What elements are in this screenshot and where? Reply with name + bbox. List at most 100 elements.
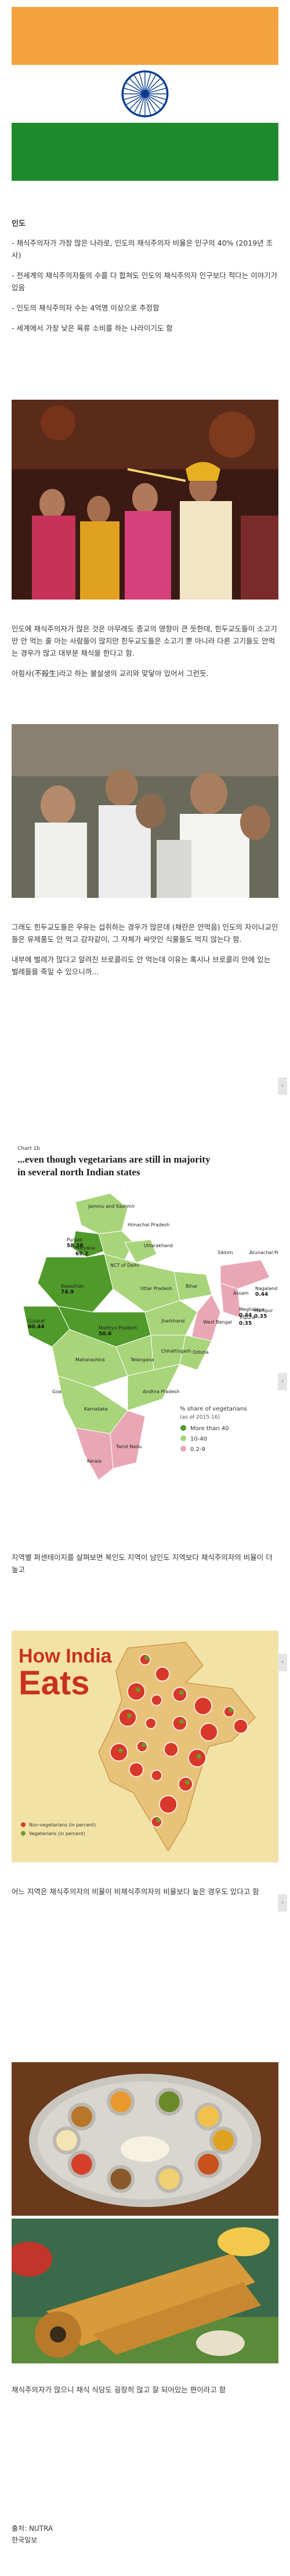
eats-state-dot	[155, 1667, 170, 1682]
eats-title-line1: How India	[19, 1645, 113, 1667]
state-label: Rajasthan	[61, 1284, 84, 1289]
state-label: Odisha	[193, 1350, 209, 1355]
map-region-odisha	[179, 1335, 212, 1371]
state-label: Haryana	[75, 1245, 95, 1251]
eats-veg-dot	[144, 1656, 149, 1660]
eats-state-dot	[172, 1716, 187, 1731]
eats-state-dot	[151, 1816, 162, 1828]
state-label: Telangana	[130, 1357, 154, 1362]
state-label: Sikkim	[217, 1250, 233, 1255]
legend-title: % share of vegetarians	[180, 1406, 247, 1412]
eats-state-dot	[172, 1687, 187, 1702]
flag-saffron-stripe	[12, 7, 278, 65]
map-region-uttarakhand	[124, 1239, 157, 1263]
next-arrow-icon[interactable]: ›	[278, 1894, 287, 1912]
eats-veg-dot	[229, 1708, 233, 1712]
thali-food	[213, 2130, 234, 2151]
thali-food	[198, 2106, 219, 2127]
eats-legend-nonveg: Non-vegetarians (in percent)	[29, 1822, 96, 1828]
legend-label-mid: 10-40	[190, 1436, 207, 1442]
eats-veg-dot	[136, 1687, 140, 1692]
dairy-paragraph: 그래도 힌두교도들은 우유는 섭취하는 경우가 많은데 (채란은 안먹음) 인도…	[12, 923, 278, 944]
state-value: 0.35	[239, 1321, 252, 1327]
next-arrow-icon[interactable]: ›	[278, 1654, 287, 1671]
vegetarian-map-chart: Chart 1b ...even though vegetarians are …	[12, 1138, 278, 1521]
state-label: Jharkhand	[161, 1318, 184, 1324]
eats-veg-dot	[179, 1690, 184, 1695]
eats-state-dot	[129, 1762, 144, 1777]
jain-section: 그래도 힌두교도들은 우유는 섭취하는 경우가 많은데 (채란은 안먹음) 인도…	[12, 921, 278, 986]
restaurant-section: 채식주의자가 많으니 채식 식당도 굉장히 많고 잘 되어있는 편이라고 함	[12, 2384, 278, 2404]
legend-subtitle: (as of 2015-16)	[180, 1415, 220, 1420]
state-label: Maharashtra	[75, 1357, 105, 1362]
state-label: Goa	[52, 1389, 61, 1394]
state-label: Kerala	[87, 1459, 102, 1464]
map-region-andhra	[127, 1364, 180, 1411]
state-label: Nagaland	[255, 1286, 277, 1291]
thali-photo	[12, 2062, 278, 2216]
intro-bullet-1: - 채식주의자가 가장 많은 나라로, 인도의 채식주의자 비율은 인구의 40…	[12, 239, 273, 260]
eats-state-dot	[164, 1742, 179, 1757]
intro-bullet-3: - 인도의 채식주의자 수는 4억명 이상으로 추정함	[12, 304, 160, 312]
eats-state-dot	[223, 1706, 235, 1718]
india-flag	[12, 7, 278, 181]
eats-state-dot	[145, 1718, 157, 1729]
eats-veg-dot	[127, 1713, 132, 1718]
state-label: Tamil Nadu	[115, 1444, 142, 1449]
eats-state-dot	[194, 1697, 212, 1715]
state-label: Manipur	[254, 1308, 273, 1313]
map-region-jharkhand	[144, 1300, 198, 1336]
eats-veg-dot	[179, 1719, 184, 1724]
intro-bullet-4: - 세계에서 가장 낮은 육류 소비를 하는 나라이기도 함	[12, 324, 173, 332]
thali-food	[198, 2154, 219, 2175]
next-arrow-icon[interactable]: ›	[278, 1373, 287, 1390]
map-region-himachal	[98, 1230, 134, 1260]
state-label: Andhra Pradesh	[143, 1389, 180, 1394]
state-value: 0.44	[239, 1313, 252, 1318]
thali-food	[158, 2168, 180, 2190]
state-label: Karnataka	[84, 1406, 108, 1412]
eats-state-dot	[151, 1770, 162, 1781]
state-label: Gujarat	[28, 1318, 45, 1324]
ahimsa-paragraph: 아힘사(不殺生)라고 하는 불살생의 교리와 맞닿아 있어서 그런듯.	[12, 669, 209, 678]
eats-state-dot	[200, 1723, 218, 1741]
eats-state-dot	[118, 1708, 137, 1727]
state-label: Chhattisgarh	[161, 1349, 191, 1354]
state-label: Assam	[233, 1291, 249, 1296]
restaurant-paragraph: 채식주의자가 많으니 채식 식당도 굉장히 많고 잘 되어있는 편이라고 함	[12, 2385, 226, 2394]
state-value: 69.2	[75, 1251, 88, 1257]
eats-veg-dot	[197, 1754, 201, 1759]
map-region-northeast	[220, 1259, 270, 1289]
state-label: Tripura	[238, 1315, 255, 1320]
india-map	[23, 1193, 270, 1481]
eats-veg-dot	[156, 1818, 161, 1822]
eats-state-dot	[188, 1749, 206, 1767]
map-region-punjab	[72, 1230, 105, 1258]
next-arrow-icon[interactable]: ›	[278, 1077, 287, 1095]
state-label: West Bengal	[203, 1320, 232, 1325]
thali-food	[110, 2091, 132, 2113]
state-label: Arunachal Pradesh	[249, 1250, 278, 1255]
thali-food	[158, 2091, 180, 2113]
state-label: Uttarakhand	[144, 1243, 173, 1248]
eats-state-dot	[159, 1795, 177, 1814]
state-label: Himachal Pradesh	[128, 1222, 169, 1227]
state-label: Meghalaya	[239, 1307, 264, 1312]
ashoka-chakra-icon	[121, 70, 169, 118]
eats-legend-veg: Vegetarians (in percent)	[29, 1831, 85, 1836]
state-value: 0.35	[254, 1314, 267, 1320]
how-india-eats-chart: How India Eats Non-vegetarians (in perce…	[12, 1631, 278, 1862]
legend-swatch-high	[180, 1425, 186, 1431]
chart-note: Chart 1b	[17, 1146, 40, 1152]
religion-paragraph: 인도에 채식주의자가 많은 것은 아무래도 종교의 영향이 큰 듯한데, 힌두교…	[12, 624, 277, 657]
flag-white-stripe	[12, 65, 278, 123]
eats-state-dot	[127, 1682, 146, 1701]
eats-veg-dot	[185, 1780, 190, 1785]
eats-title-line2: Eats	[19, 1664, 90, 1702]
eats-legend-swatch-veg	[21, 1831, 26, 1836]
map-region-west-bengal	[191, 1294, 221, 1342]
flag-green-stripe	[12, 123, 278, 181]
thali-food	[110, 2168, 132, 2190]
source-footer: 출처: NUTRA 한국일보	[12, 2523, 290, 2546]
state-value: 0.44	[255, 1292, 268, 1298]
